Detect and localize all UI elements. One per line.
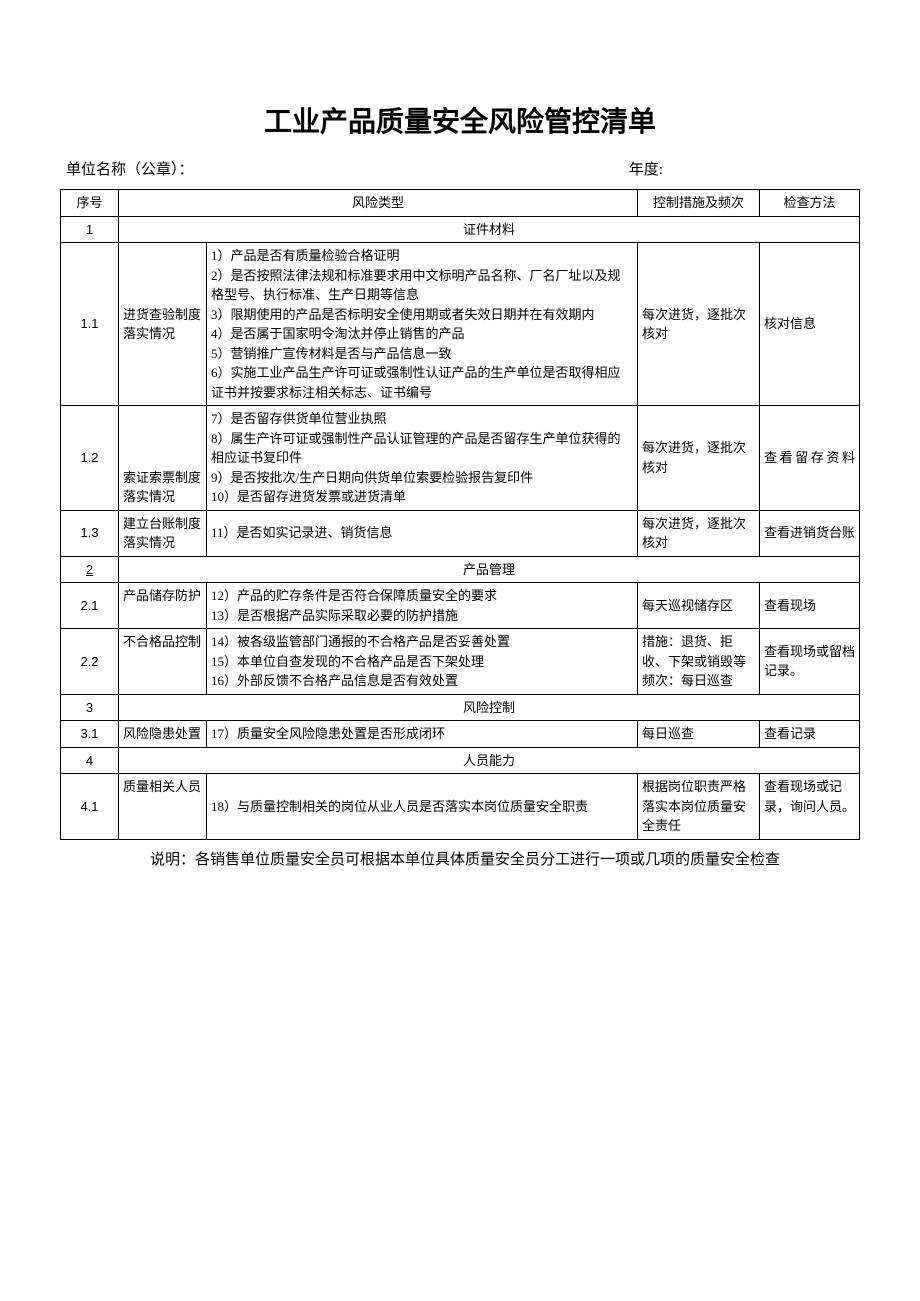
row-check: 查看留存资料 — [760, 406, 860, 511]
row-category: 风险隐患处置 — [119, 721, 207, 748]
row-seq: 1.3 — [61, 510, 119, 556]
table-row: 2.2 不合格品控制 14）被各级监管部门通报的不合格产品是否妥善处置 15）本… — [61, 629, 860, 695]
row-control: 每日巡查 — [638, 721, 760, 748]
row-category: 不合格品控制 — [119, 629, 207, 695]
section-title: 产品管理 — [119, 556, 860, 583]
section-title: 风险控制 — [119, 694, 860, 721]
row-seq: 4.1 — [61, 774, 119, 840]
section-row: 2 产品管理 — [61, 556, 860, 583]
row-category: 质量相关人员 — [119, 774, 207, 840]
row-category: 索证索票制度落实情况 — [119, 406, 207, 511]
table-row: 4.1 质量相关人员 18）与质量控制相关的岗位从业人员是否落实本岗位质量安全职… — [61, 774, 860, 840]
col-check: 检查方法 — [760, 190, 860, 217]
section-title: 证件材料 — [119, 216, 860, 243]
table-row: 3.1 风险隐患处置 17）质量安全风险隐患处置是否形成闭环 每日巡查 查看记录 — [61, 721, 860, 748]
section-num: 4 — [61, 747, 119, 774]
row-risk: 17）质量安全风险隐患处置是否形成闭环 — [207, 721, 638, 748]
row-category: 进货查验制度落实情况 — [119, 243, 207, 406]
col-risk-type: 风险类型 — [119, 190, 638, 217]
footnote: 说明：各销售单位质量安全员可根据本单位具体质量安全员分工进行一项或几项的质量安全… — [60, 848, 860, 872]
row-seq: 1.2 — [61, 406, 119, 511]
section-num: 2 — [61, 556, 119, 583]
row-check: 查看进销货台账 — [760, 510, 860, 556]
header-line: 单位名称（公章）： 年度: — [60, 158, 860, 179]
table-row: 2.1 产品储存防护 12）产品的贮存条件是否符合保障质量安全的要求 13）是否… — [61, 583, 860, 629]
row-check: 查看现场 — [760, 583, 860, 629]
row-risk: 12）产品的贮存条件是否符合保障质量安全的要求 13）是否根据产品实际采取必要的… — [207, 583, 638, 629]
section-row: 3 风险控制 — [61, 694, 860, 721]
table-row: 1.2 索证索票制度落实情况 7）是否留存供货单位营业执照 8）属生产许可证或强… — [61, 406, 860, 511]
row-seq: 2.2 — [61, 629, 119, 695]
footnote-text: 说明：各销售单位质量安全员可根据本单位具体质量安全员分工进行一项或几项的质量安全… — [150, 852, 780, 868]
row-control: 每次进货，逐批次核对 — [638, 510, 760, 556]
row-risk: 14）被各级监管部门通报的不合格产品是否妥善处置 15）本单位自查发现的不合格产… — [207, 629, 638, 695]
row-risk: 11）是否如实记录进、销货信息 — [207, 510, 638, 556]
row-risk: 7）是否留存供货单位营业执照 8）属生产许可证或强制性产品认证管理的产品是否留存… — [207, 406, 638, 511]
risk-control-table: 序号 风险类型 控制措施及频次 检查方法 1 证件材料 1.1 进货查验制度落实… — [60, 189, 860, 840]
table-row: 1.3 建立台账制度落实情况 11）是否如实记录进、销货信息 每次进货，逐批次核… — [61, 510, 860, 556]
row-control: 每次进货，逐批次核对 — [638, 243, 760, 406]
document-title: 工业产品质量安全风险管控清单 — [60, 100, 860, 140]
section-row: 1 证件材料 — [61, 216, 860, 243]
row-control: 措施：退货、拒收、下架或销毁等 频次：每日巡查 — [638, 629, 760, 695]
table-header-row: 序号 风险类型 控制措施及频次 检查方法 — [61, 190, 860, 217]
year-label: 年度: — [539, 158, 854, 179]
section-row: 4 人员能力 — [61, 747, 860, 774]
row-check: 查看现场或记录，询问人员。 — [760, 774, 860, 840]
section-num: 1 — [61, 216, 119, 243]
row-check: 查看记录 — [760, 721, 860, 748]
row-seq: 1.1 — [61, 243, 119, 406]
row-check: 核对信息 — [760, 243, 860, 406]
row-control: 每次进货，逐批次核对 — [638, 406, 760, 511]
row-control: 根据岗位职责严格落实本岗位质量安全责任 — [638, 774, 760, 840]
row-risk: 18）与质量控制相关的岗位从业人员是否落实本岗位质量安全职责 — [207, 774, 638, 840]
row-category: 建立台账制度落实情况 — [119, 510, 207, 556]
unit-name-label: 单位名称（公章）： — [66, 158, 539, 179]
table-row: 1.1 进货查验制度落实情况 1）产品是否有质量检验合格证明 2）是否按照法律法… — [61, 243, 860, 406]
col-control: 控制措施及频次 — [638, 190, 760, 217]
row-control: 每天巡视储存区 — [638, 583, 760, 629]
section-title: 人员能力 — [119, 747, 860, 774]
row-seq: 3.1 — [61, 721, 119, 748]
col-seq: 序号 — [61, 190, 119, 217]
row-category: 产品储存防护 — [119, 583, 207, 629]
row-risk: 1）产品是否有质量检验合格证明 2）是否按照法律法规和标准要求用中文标明产品名称… — [207, 243, 638, 406]
row-seq: 2.1 — [61, 583, 119, 629]
row-check: 查看现场或留档记录。 — [760, 629, 860, 695]
section-num: 3 — [61, 694, 119, 721]
